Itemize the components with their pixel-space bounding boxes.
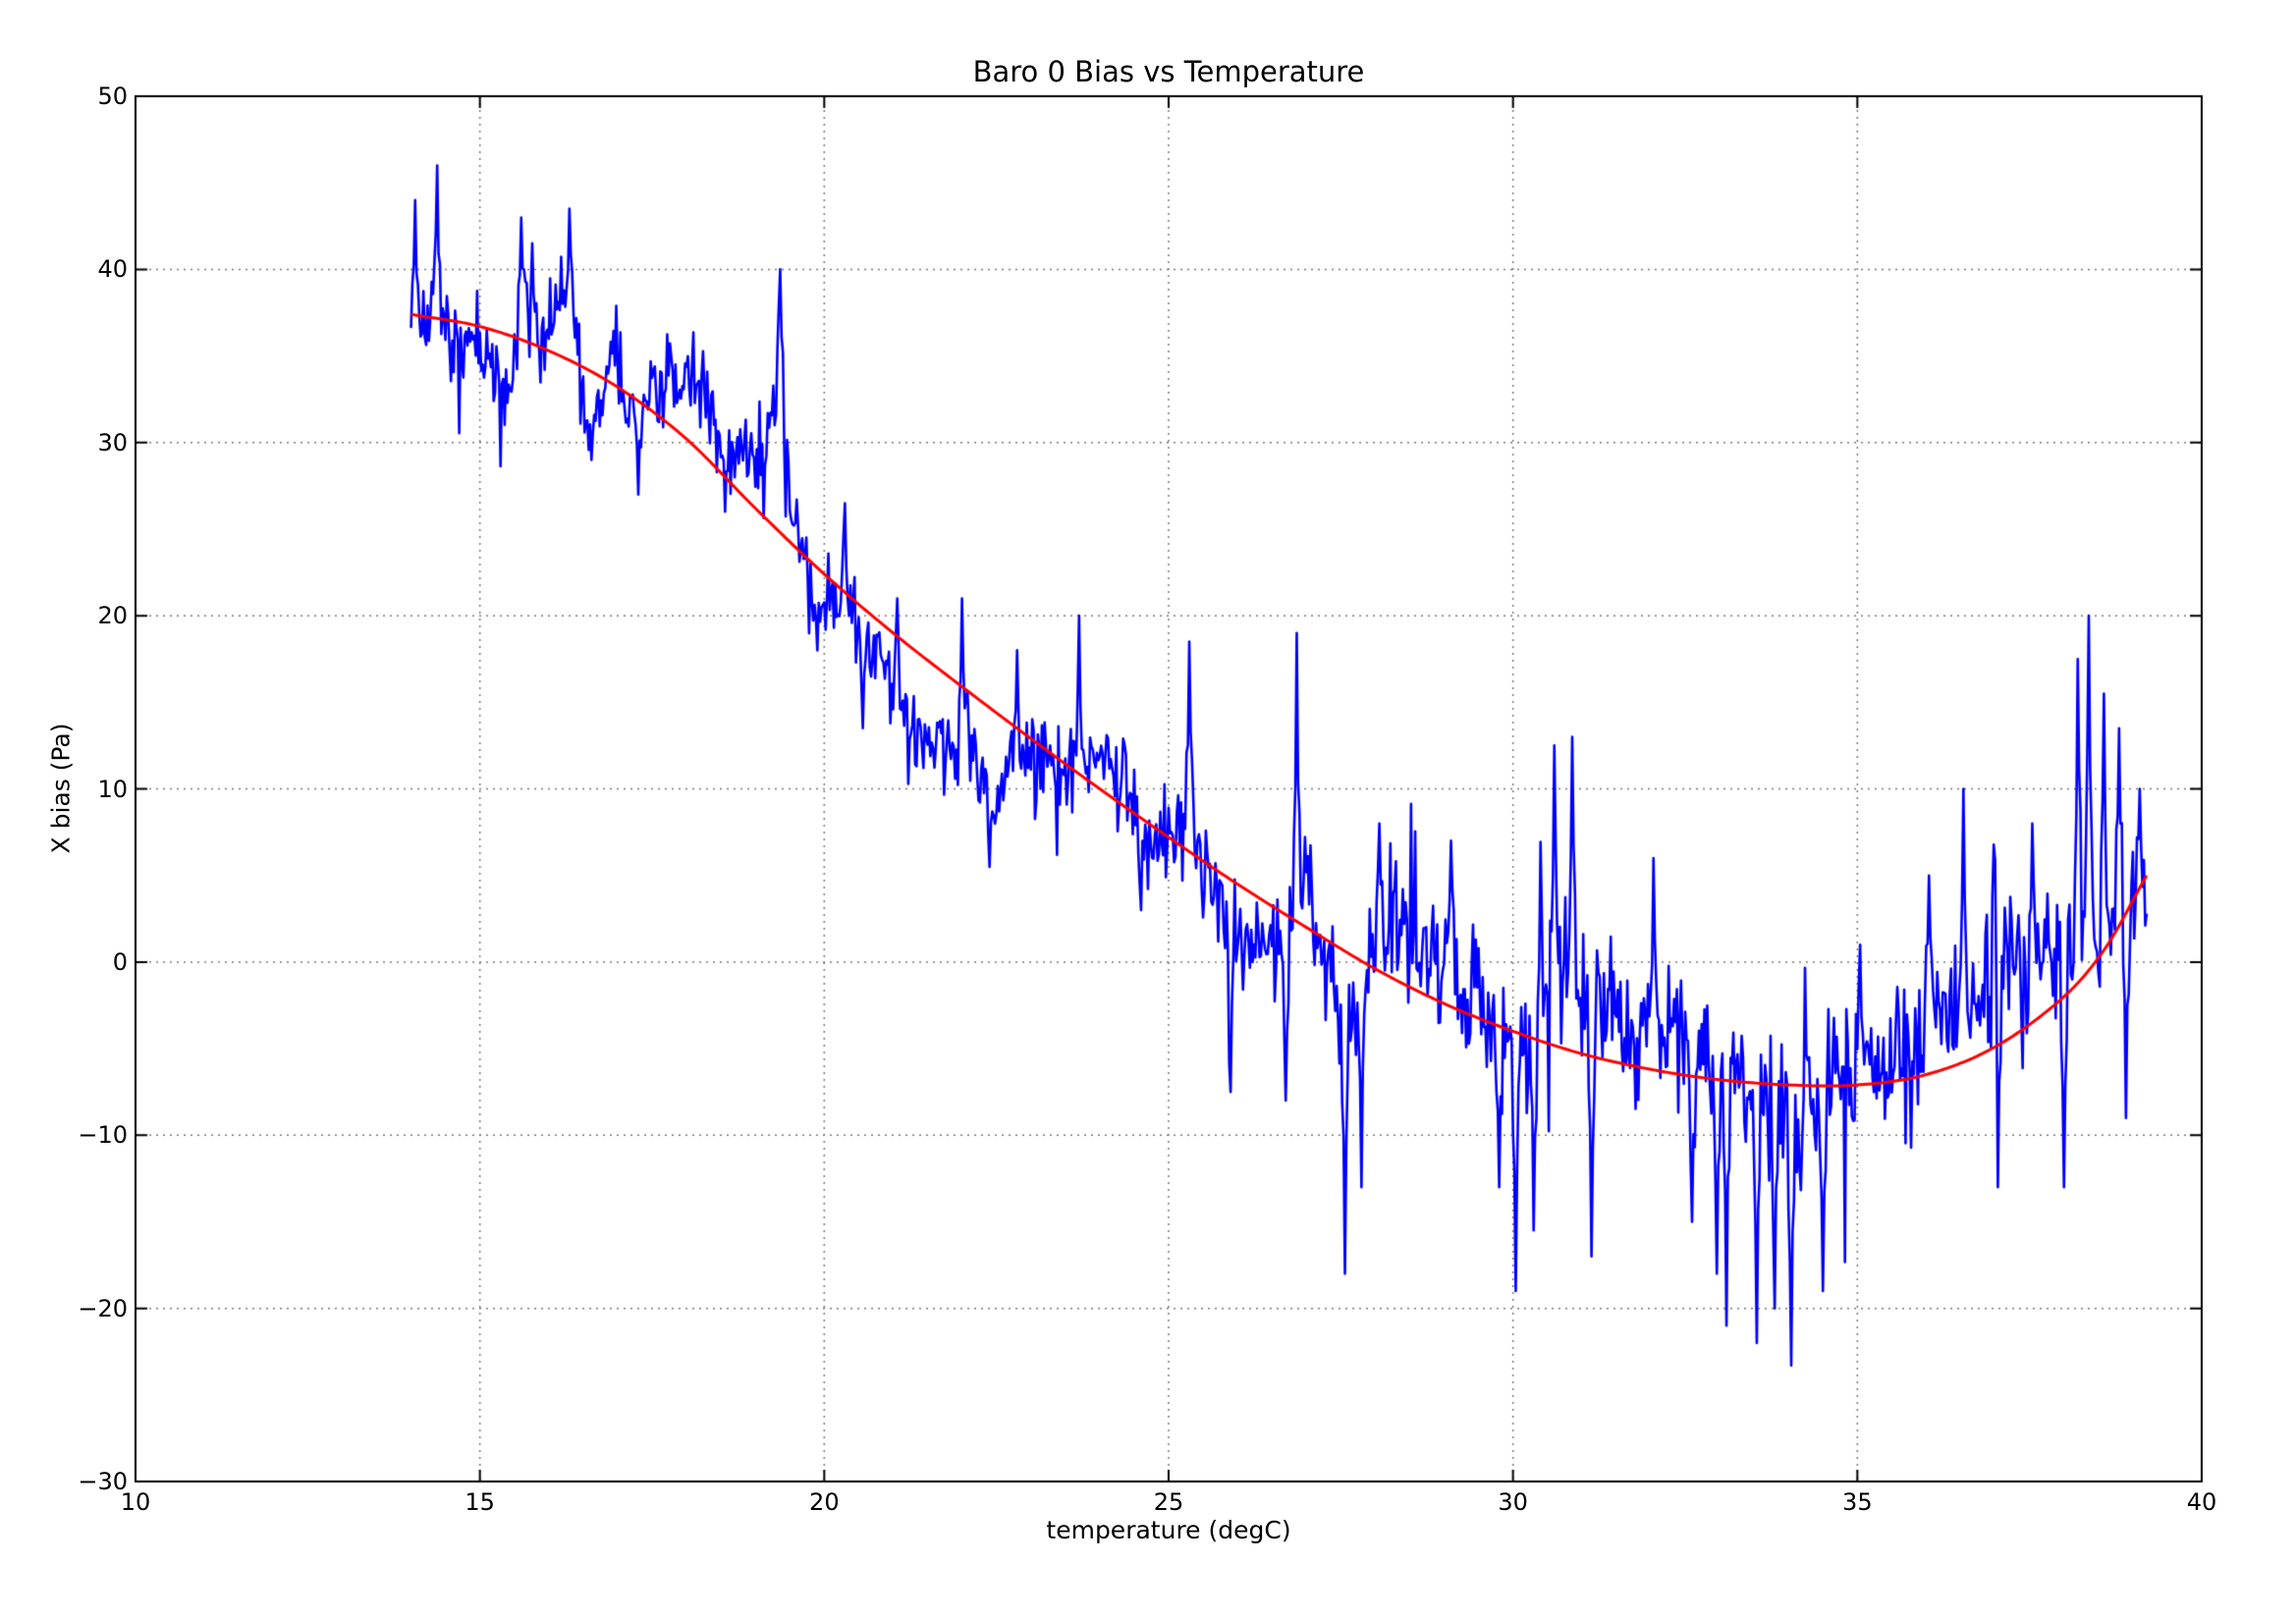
y-tick-label: 50 xyxy=(97,82,128,110)
y-tick-label: 20 xyxy=(97,602,128,630)
chart-title: Baro 0 Bias vs Temperature xyxy=(972,55,1365,88)
y-tick-label: 10 xyxy=(97,775,128,803)
x-tick-label: 25 xyxy=(1153,1488,1184,1516)
x-tick-label: 35 xyxy=(1842,1488,1873,1516)
x-axis-label: temperature (degC) xyxy=(1046,1516,1291,1544)
x-tick-label: 30 xyxy=(1498,1488,1528,1516)
y-tick-label: 30 xyxy=(97,428,128,457)
y-tick-label: −10 xyxy=(78,1121,128,1150)
y-tick-label: −20 xyxy=(78,1294,128,1322)
y-tick-label: −30 xyxy=(78,1468,128,1495)
x-tick-label: 10 xyxy=(120,1488,151,1516)
x-tick-label: 20 xyxy=(809,1488,840,1516)
y-tick-label: 0 xyxy=(112,947,128,976)
y-tick-label: 40 xyxy=(97,255,128,284)
x-tick-label: 15 xyxy=(465,1488,495,1516)
x-tick-label: 40 xyxy=(2186,1488,2217,1516)
